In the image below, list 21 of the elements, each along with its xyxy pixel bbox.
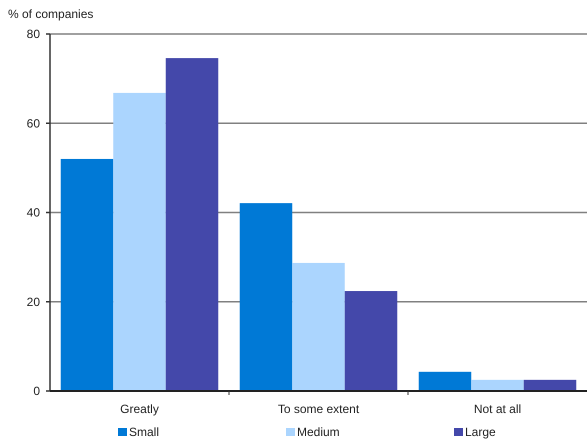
bar — [524, 380, 576, 391]
legend-label: Large — [465, 425, 496, 439]
bar — [292, 262, 345, 391]
bar — [344, 291, 398, 391]
y-axis-title: % of companies — [8, 7, 94, 21]
legend-label: Medium — [297, 425, 340, 439]
y-tick-label: 80 — [26, 27, 40, 42]
x-tick-label: Not at all — [474, 402, 522, 416]
legend-label: Small — [129, 425, 160, 439]
bar — [471, 380, 524, 391]
y-tick-label: 0 — [33, 384, 40, 398]
bar — [113, 92, 166, 391]
y-tick-label: 20 — [26, 294, 40, 309]
y-tick-label: 40 — [26, 206, 40, 220]
y-tick-label: 60 — [26, 116, 40, 130]
bar — [418, 372, 472, 391]
bar — [166, 58, 218, 391]
x-tick-label: Greatly — [120, 402, 159, 416]
x-tick-label: To some extent — [278, 402, 360, 416]
bar — [240, 203, 292, 391]
bar — [60, 158, 114, 391]
